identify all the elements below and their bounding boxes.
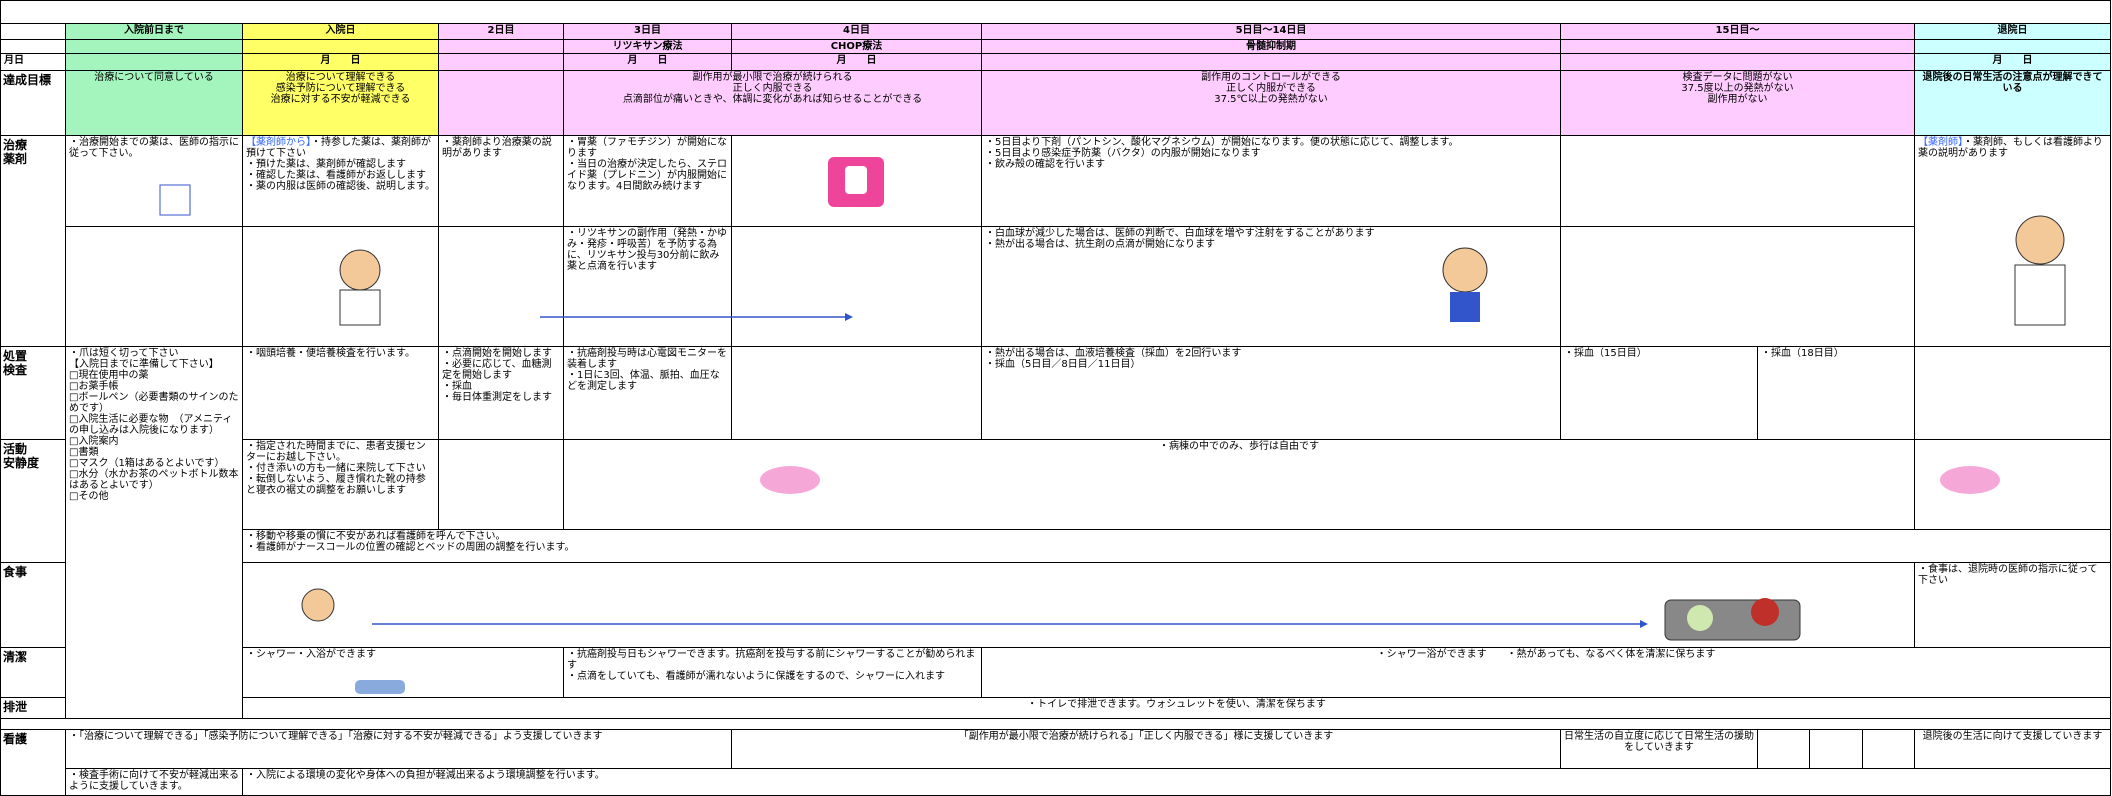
cell-text: 退院日 bbox=[1997, 25, 2028, 36]
cell-text: ・食事は、退院時の医師の指示に従って下さい bbox=[1918, 564, 2098, 586]
medicine-bottle bbox=[845, 166, 867, 194]
cell-text: 清潔 bbox=[3, 650, 28, 664]
cell-text: ・病棟の中でのみ、歩行は自由です bbox=[1159, 441, 1319, 452]
cell-text: ・シャワー浴ができます ・熱があっても、なるべく体を清潔に保ちます bbox=[1376, 649, 1716, 660]
cell-text: 入院日 bbox=[325, 25, 356, 36]
cell-text: ・持参した薬は、薬剤師が預けて下さい ・預けた薬は、薬剤師が確認します ・確認し… bbox=[246, 137, 435, 192]
cell-text: ・検査手術に向けて不安が軽減出来るように支援していきます。 bbox=[69, 770, 239, 792]
cell-text: 3日目 bbox=[634, 25, 661, 36]
cell-text: 排泄 bbox=[3, 700, 28, 714]
patient-icon bbox=[301, 588, 335, 622]
medicine-bag-icon bbox=[159, 184, 191, 216]
cell-text: 【薬剤師から】 bbox=[246, 137, 311, 148]
bath-icon bbox=[355, 680, 405, 694]
cell-text: ・咽頭培養・便培養検査を行います。 bbox=[246, 348, 415, 359]
cell-text: ・熱が出る場合は、血液培養検査（採血）を2回行います ・採血（5日目／8日目／1… bbox=[985, 348, 1242, 370]
cell-text: CHOP療法 bbox=[830, 41, 883, 52]
cell-text: 月 日 bbox=[836, 55, 877, 66]
cell-text: ・トイレで排泄できます。ウォシュレットを使い、清潔を保ちます bbox=[1027, 699, 1326, 710]
cell-text: 退院後の日常生活の注意点が理解できている bbox=[1922, 72, 2103, 94]
cell-text: 4日目 bbox=[843, 25, 870, 36]
cell-text: ・採血（18日目） bbox=[1761, 348, 1844, 359]
cell-text: ・爪は短く切って下さい 【入院日までに準備して下さい】 □現在使用中の薬 □お薬… bbox=[69, 348, 239, 502]
cell-text: ・指定された時間までに、患者支援センターにお越し下さい。 ・付き添いの方も一緒に… bbox=[246, 441, 426, 496]
walking-icon bbox=[760, 466, 820, 494]
cell-text: 退院後の生活に向けて支援していきます bbox=[1922, 731, 2103, 742]
cell: 副作用が最小限で治療が続けられる 正しく内服できる 点滴部位が痛いときや、体調に… bbox=[563, 70, 982, 136]
cell-text: 治療について理解できる 感染予防について理解できる 治療に対する不安が軽減できる bbox=[270, 72, 411, 105]
cell-text: ・リツキサンの副作用（発熱・かゆみ・発疹・呼吸苦）を予防する為に、リツキサン投与… bbox=[567, 228, 727, 272]
cell-text: ・入院による環境の変化や身体への負担が軽減出来るよう環境調整を行います。 bbox=[246, 770, 605, 781]
meal-dish bbox=[1687, 605, 1713, 631]
cell: 治療について理解できる 感染予防について理解できる 治療に対する不安が軽減できる bbox=[242, 70, 439, 136]
cell-text: 活動 安静度 bbox=[3, 442, 40, 470]
meal-tray bbox=[1664, 599, 1801, 641]
cell: 退院後の日常生活の注意点が理解できている bbox=[1914, 70, 2111, 136]
cell: 副作用のコントロールができる 正しく内服ができる 37.5℃以上の発熱がない bbox=[981, 70, 1561, 136]
cell-text: 月 日 bbox=[320, 55, 361, 66]
pharmacist-icon-body bbox=[2014, 264, 2066, 326]
arrow-head bbox=[845, 313, 853, 321]
meal-dish bbox=[1751, 598, 1779, 626]
cell-text: 副作用のコントロールができる 正しく内服ができる 37.5℃以上の発熱がない bbox=[1201, 72, 1341, 105]
pharmacist-icon bbox=[2015, 215, 2065, 265]
doctor-icon-body bbox=[1450, 292, 1480, 322]
cell-text: 治療 薬剤 bbox=[3, 138, 28, 166]
walking-icon bbox=[1940, 466, 2000, 494]
cell-text: ・抗癌剤投与日もシャワーできます。抗癌剤を投与する前にシャワーすることが勧められ… bbox=[567, 649, 976, 682]
cell-text: ・胃薬（ファモチジン）が開始になります ・当日の治療が決定したら、ステロイド薬（… bbox=[567, 137, 727, 192]
cell-text: 副作用が最小限で治療が続けられる 正しく内服できる 点滴部位が痛いときや、体調に… bbox=[622, 72, 923, 105]
cell-text: 骨髄抑制期 bbox=[1246, 41, 1296, 52]
doctor-icon bbox=[1442, 247, 1488, 293]
cell-text: 月 日 bbox=[627, 55, 668, 66]
cell-text: ・抗癌剤投与時は心電図モニターを装着します ・1日に3回、体温、脈拍、血圧などを… bbox=[567, 348, 727, 392]
cell-text: ・採血（15日目） bbox=[1564, 348, 1647, 359]
cell-text: 入院前日まで bbox=[124, 25, 184, 36]
cell-text: 日常生活の自立度に応じて日常生活の援助をしていきます bbox=[1564, 731, 1754, 753]
cell-text: 15日目〜 bbox=[1715, 25, 1760, 36]
cell-text: 2日目 bbox=[487, 25, 515, 36]
cell-text: ・薬剤師、もしくは看護師より薬の説明があります bbox=[1918, 137, 2103, 159]
cell-text: ・治療開始までの薬は、医師の指示に従って下さい。 bbox=[69, 137, 239, 159]
arrow-head bbox=[1640, 620, 1648, 628]
cell-text: 看護 bbox=[3, 732, 28, 746]
cell-text: 処置 検査 bbox=[3, 349, 28, 377]
pharmacist-icon bbox=[339, 249, 381, 291]
cell-text: ・シャワー・入浴ができます bbox=[246, 649, 376, 660]
cell-text: 5日目〜14日目 bbox=[1235, 25, 1307, 36]
cell: 検査データに問題がない 37.5度以上の発熱がない 副作用がない bbox=[1560, 70, 1915, 136]
cell-text: 達成目標 bbox=[3, 73, 52, 87]
cell-text: ・「治療について理解できる」「感染予防について理解できる」「治療に対する不安が軽… bbox=[69, 731, 603, 742]
cell-text: リツキサン療法 bbox=[612, 41, 683, 52]
cell-text: ・5日目より下剤（パントシン、酸化マグネシウム）が開始になります。便の状態に応じ… bbox=[985, 137, 1459, 170]
pharmacist-icon-body bbox=[339, 289, 381, 326]
cell-text: 食事 bbox=[3, 565, 28, 579]
cell-text: 【薬剤師】 bbox=[1918, 137, 1963, 148]
cell-text: 「副作用が最小限で治療が続けられる」「正しく内服できる」様に支援していきます bbox=[958, 731, 1334, 742]
cell-text: ・白血球が減少した場合は、医師の判断で、白血球を増やす注射をすることがあります … bbox=[985, 228, 1375, 250]
cell-text: ・移動や移乗の慣に不安があれば看護師を呼んで下さい。 ・看護師がナースコールの位… bbox=[246, 531, 575, 553]
cell-text: 月 日 bbox=[1992, 55, 2033, 66]
cell-text: 治療について同意している bbox=[94, 72, 214, 83]
cell: 治療について同意している bbox=[65, 70, 243, 136]
cell-text: 検査データに問題がない 37.5度以上の発熱がない 副作用がない bbox=[1681, 72, 1794, 105]
cell-text: ・薬剤師より治療薬の説明があります bbox=[442, 137, 552, 159]
cell-text: ・点滴開始を開始します ・必要に応じて、血糖測定を開始します ・採血 ・毎日体重… bbox=[442, 348, 552, 403]
cell-text: 月日 bbox=[4, 55, 24, 66]
